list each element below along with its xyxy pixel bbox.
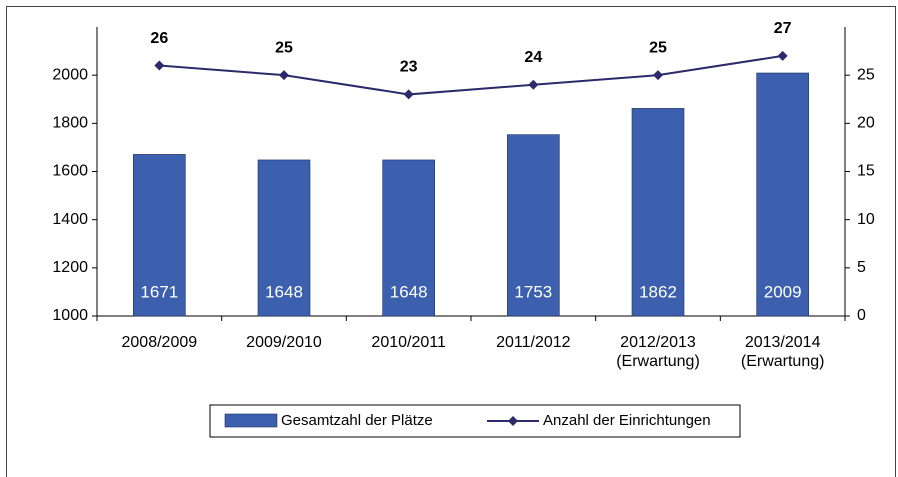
x-tick-label: 2013/2014 (Erwartung) <box>740 334 825 370</box>
bar <box>382 159 435 317</box>
line-marker <box>279 70 289 81</box>
y2-tick-label: 20 <box>857 115 875 132</box>
line-value-label: 25 <box>649 39 667 56</box>
x-tick-label: 2009/2010 <box>246 334 322 351</box>
bar-value-label: 2009 <box>764 282 802 301</box>
y-tick-label: 1200 <box>52 259 88 276</box>
x-tick-label: 2012/2013 (Erwartung) <box>616 334 700 370</box>
legend-marker <box>508 416 518 426</box>
y-tick-label: 2000 <box>52 66 88 83</box>
bar <box>133 154 186 317</box>
y-tick-label: 1800 <box>52 115 88 132</box>
y2-tick-label: 10 <box>857 211 875 228</box>
line-value-label: 25 <box>275 39 293 56</box>
y2-tick-label: 25 <box>857 66 875 83</box>
line-value-label: 23 <box>400 59 418 76</box>
bar-value-label: 1648 <box>265 282 303 301</box>
line-marker <box>528 79 539 90</box>
legend-box <box>209 404 741 438</box>
legend-swatch <box>224 413 278 428</box>
y2-tick-label: 5 <box>857 259 866 276</box>
line-marker <box>653 70 663 81</box>
y2-tick-label: 15 <box>857 163 875 180</box>
line-value-label: 26 <box>150 30 168 47</box>
y2-tick-label: 0 <box>857 307 866 324</box>
legend-label: Anzahl der Einrichtungen <box>543 412 711 429</box>
bar-value-label: 1862 <box>639 282 677 301</box>
bar <box>507 134 560 317</box>
y-tick-label: 1000 <box>52 307 88 324</box>
x-tick-label: 2011/2012 <box>496 334 571 351</box>
y-tick-label: 1400 <box>52 211 88 228</box>
x-tick-label: 2008/2009 <box>121 334 198 351</box>
line-value-label: 27 <box>774 20 792 37</box>
line-value-label: 24 <box>524 49 542 66</box>
chart-frame <box>6 6 896 477</box>
bar <box>257 159 311 317</box>
line-marker <box>403 89 414 100</box>
bar-value-label: 1648 <box>390 282 428 301</box>
bar-value-label: 1671 <box>140 282 178 301</box>
bar <box>631 108 685 317</box>
legend-label: Gesamtzahl der Plätze <box>281 412 433 429</box>
x-tick-label: 2010/2011 <box>371 334 446 351</box>
line <box>159 54 783 96</box>
bar-value-label: 1753 <box>514 282 552 301</box>
line-marker <box>154 60 165 71</box>
bar <box>756 72 809 317</box>
y-tick-label: 1600 <box>52 163 88 180</box>
line-marker <box>777 50 788 61</box>
